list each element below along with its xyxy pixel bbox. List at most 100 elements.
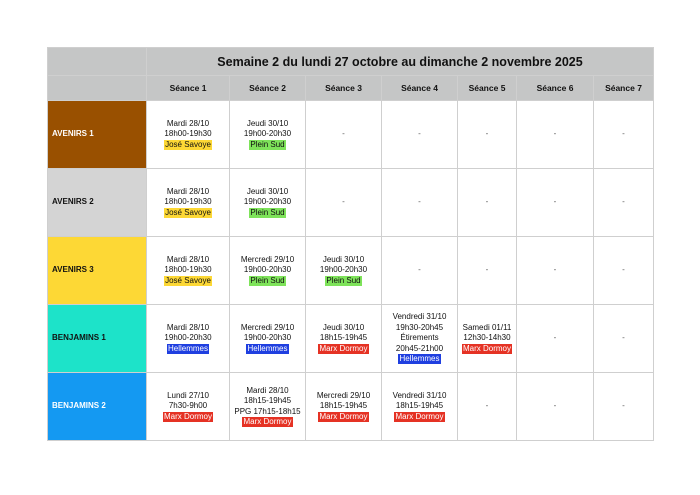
session-line: Samedi 01/11: [462, 322, 512, 332]
empty-session-dash: -: [485, 129, 489, 139]
session-line: Mercredi 29/10: [316, 390, 371, 400]
venue-badge: Hellemmes: [246, 343, 289, 354]
empty-session-dash: -: [553, 401, 557, 411]
venue-badge: Hellemmes: [398, 354, 441, 365]
session-line: 7h30-9h00: [168, 401, 208, 411]
venue-badge: José Savoye: [164, 139, 212, 150]
session-line: 12h30-14h30: [463, 333, 511, 343]
session-cell: Vendredi 31/10 19h30-20h45 Étirements 20h45…: [381, 304, 458, 373]
session-line: Jeudi 30/10: [322, 322, 365, 332]
venue-badge: Plein Sud: [249, 207, 286, 218]
venue-badge: Marx Dormoy: [318, 411, 369, 422]
session-line: Mercredi 29/10: [240, 322, 295, 332]
venue-badge: Plein Sud: [325, 275, 362, 286]
session-line: Mardi 28/10: [166, 118, 210, 128]
column-header-seance-2: Séance 2: [229, 75, 306, 101]
session-line: Jeudi 30/10: [246, 186, 289, 196]
venue-badge: Plein Sud: [249, 275, 286, 286]
session-line: Étirements: [400, 333, 439, 343]
group-label: BENJAMINS 2: [47, 372, 147, 441]
session-line: 19h00-20h30: [243, 333, 292, 343]
session-line: 19h00-20h30: [243, 129, 292, 139]
session-cell: Mercredi 29/10 19h00-20h30 Plein Sud: [229, 236, 306, 305]
venue-badge: Marx Dormoy: [318, 343, 369, 354]
session-line: Jeudi 30/10: [246, 118, 289, 128]
session-cell: Jeudi 30/10 19h00-20h30 Plein Sud: [229, 168, 306, 237]
table-row: BENJAMINS 1 Mardi 28/10 19h00-20h30 Hellemm…: [47, 304, 654, 373]
session-cell: Mardi 28/10 18h00-19h30 José Savoye: [146, 100, 230, 169]
session-cell: -: [457, 168, 517, 237]
session-line: 20h45-21h00: [395, 343, 444, 353]
empty-session-dash: -: [622, 197, 625, 207]
session-cell: -: [381, 236, 458, 305]
group-label: AVENIRS 3: [47, 236, 147, 305]
group-label: AVENIRS 2: [47, 168, 147, 237]
session-cell: Lundi 27/10 7h30-9h00 Marx Dormoy: [146, 372, 230, 441]
table-row: AVENIRS 3 Mardi 28/10 18h00-19h30 José Savo…: [47, 236, 654, 305]
empty-session-dash: -: [622, 401, 625, 411]
session-line: 19h00-20h30: [243, 197, 292, 207]
empty-session-dash: -: [622, 333, 625, 343]
empty-session-dash: -: [553, 129, 557, 139]
session-cell: -: [593, 304, 654, 373]
column-header-seance-6: Séance 6: [516, 75, 594, 101]
title-row: Semaine 2 du lundi 27 octobre au dimanch…: [47, 47, 654, 76]
session-line: 19h00-20h30: [164, 333, 212, 343]
session-line: Mercredi 29/10: [240, 254, 295, 264]
session-line: 18h15-19h45: [319, 401, 368, 411]
session-line: 18h00-19h30: [164, 129, 212, 139]
session-cell: -: [516, 100, 594, 169]
session-cell: -: [593, 372, 654, 441]
session-line: PPG 17h15-18h15: [234, 406, 301, 416]
column-header-seance-4: Séance 4: [381, 75, 458, 101]
session-cell: -: [593, 236, 654, 305]
session-cell: -: [381, 168, 458, 237]
session-line: 18h15-19h45: [395, 401, 444, 411]
session-line: Mardi 28/10: [166, 186, 210, 196]
table-row: AVENIRS 2 Mardi 28/10 18h00-19h30 José Savo…: [47, 168, 654, 237]
empty-session-dash: -: [418, 265, 421, 275]
empty-session-dash: -: [342, 197, 345, 207]
venue-badge: Marx Dormoy: [242, 417, 293, 427]
session-line: 18h00-19h30: [164, 197, 212, 207]
session-cell: -: [305, 100, 382, 169]
session-cell: -: [516, 304, 594, 373]
session-cell: Jeudi 30/10 19h00-20h30 Plein Sud: [305, 236, 382, 305]
session-line: 18h15-19h45: [243, 396, 292, 405]
empty-session-dash: -: [622, 129, 625, 139]
empty-session-dash: -: [553, 333, 557, 343]
venue-badge: Plein Sud: [249, 139, 286, 150]
venue-badge: José Savoye: [164, 207, 212, 218]
schedule-table: Semaine 2 du lundi 27 octobre au dimanch…: [47, 47, 654, 441]
venue-badge: Marx Dormoy: [162, 411, 213, 422]
table-row: AVENIRS 1 Mardi 28/10 18h00-19h30 José Savo…: [47, 100, 654, 169]
column-header-row: Séance 1 Séance 2 Séance 3 Séance 4 Séan…: [47, 75, 654, 101]
session-line: 18h15-19h45: [319, 333, 368, 343]
venue-badge: Marx Dormoy: [461, 343, 512, 354]
session-line: Mardi 28/10: [246, 385, 289, 395]
session-cell: -: [457, 236, 517, 305]
session-line: Jeudi 30/10: [322, 254, 365, 264]
session-cell: -: [593, 168, 654, 237]
session-cell: -: [516, 236, 594, 305]
session-cell: Samedi 01/11 12h30-14h30 Marx Dormoy: [457, 304, 517, 373]
corner-cell: [47, 47, 147, 76]
session-cell: Jeudi 30/10 18h15-19h45 Marx Dormoy: [305, 304, 382, 373]
session-line: Mardi 28/10: [166, 322, 210, 332]
session-cell: Mercredi 29/10 18h15-19h45 Marx Dormoy: [305, 372, 382, 441]
column-header-seance-1: Séance 1: [146, 75, 230, 101]
session-cell: -: [381, 100, 458, 169]
session-cell: Vendredi 31/10 18h15-19h45 Marx Dormoy: [381, 372, 458, 441]
session-line: 19h30-20h45: [395, 322, 444, 332]
empty-session-dash: -: [622, 265, 625, 275]
column-header-seance-3: Séance 3: [305, 75, 382, 101]
session-cell: Mercredi 29/10 19h00-20h30 Hellemmes: [229, 304, 306, 373]
session-line: Vendredi 31/10: [392, 312, 447, 322]
session-cell: Mardi 28/10 18h00-19h30 José Savoye: [146, 168, 230, 237]
column-header-seance-7: Séance 7: [593, 75, 654, 101]
group-label: BENJAMINS 1: [47, 304, 147, 373]
empty-session-dash: -: [485, 197, 489, 207]
session-line: 18h00-19h30: [164, 265, 212, 275]
empty-session-dash: -: [553, 197, 557, 207]
session-cell: Mardi 28/10 18h00-19h30 José Savoye: [146, 236, 230, 305]
